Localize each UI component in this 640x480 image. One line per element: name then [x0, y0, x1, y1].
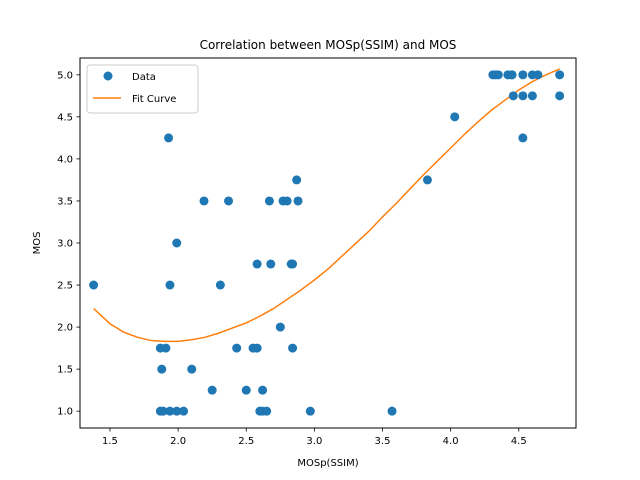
data-point [450, 112, 460, 122]
data-point [266, 259, 276, 269]
x-tick-label: 4.5 [511, 436, 527, 447]
data-point [518, 91, 528, 101]
legend-label-fit-curve: Fit Curve [132, 94, 176, 105]
data-point [164, 133, 174, 143]
data-point [555, 70, 565, 80]
fit-curve-layer [93, 68, 560, 343]
data-point [533, 70, 543, 80]
legend-marker-data [103, 71, 113, 81]
y-axis-label: MOS [32, 232, 43, 255]
data-point [172, 238, 182, 248]
data-point [232, 343, 242, 353]
fit-curve-line [93, 68, 560, 343]
data-point [288, 259, 298, 269]
data-point [207, 385, 217, 395]
y-ticks: 1.0 1.5 2.0 2.5 3.0 3.5 4.0 4.5 5.0 [57, 70, 80, 418]
legend: Data Fit Curve [86, 64, 199, 114]
data-point [224, 196, 234, 206]
y-tick-label: 1.0 [57, 407, 73, 418]
y-tick-label: 2.0 [57, 323, 73, 334]
data-point [293, 196, 303, 206]
x-axis-label: MOSp(SSIM) [297, 458, 358, 469]
data-point [288, 343, 298, 353]
data-point [387, 406, 397, 416]
data-point [508, 91, 518, 101]
data-point [187, 364, 197, 374]
data-point [292, 175, 302, 185]
data-point [264, 196, 274, 206]
data-point [305, 406, 315, 416]
data-point [172, 406, 182, 416]
chart-title: Correlation between MOSp(SSIM) and MOS [200, 38, 457, 52]
legend-box [86, 64, 199, 114]
data-point [165, 406, 175, 416]
data-point [258, 385, 268, 395]
x-tick-label: 1.5 [102, 436, 118, 447]
x-tick-label: 2.5 [238, 436, 254, 447]
y-tick-label: 4.0 [57, 154, 73, 165]
y-tick-label: 3.5 [57, 196, 73, 207]
data-point [282, 196, 292, 206]
data-point [262, 406, 272, 416]
data-point [179, 406, 189, 416]
x-tick-label: 2.0 [170, 436, 186, 447]
x-ticks: 1.5 2.0 2.5 3.0 3.5 4.0 4.5 [102, 428, 527, 447]
y-tick-label: 3.0 [57, 239, 73, 250]
data-point [241, 385, 251, 395]
y-tick-label: 2.5 [57, 281, 73, 292]
legend-label-data: Data [132, 72, 156, 83]
data-point [493, 70, 503, 80]
y-tick-label: 4.5 [57, 112, 73, 123]
data-point [158, 406, 168, 416]
x-tick-label: 3.0 [306, 436, 322, 447]
y-tick-label: 1.5 [57, 365, 73, 376]
data-point [252, 259, 262, 269]
data-point [165, 280, 175, 290]
data-point [252, 343, 262, 353]
data-point [555, 91, 565, 101]
data-point [507, 70, 517, 80]
y-tick-label: 5.0 [57, 70, 73, 81]
data-point [275, 322, 285, 332]
data-point [161, 343, 171, 353]
data-point [527, 91, 537, 101]
data-point [518, 133, 528, 143]
data-point [199, 196, 209, 206]
data-point [518, 70, 528, 80]
data-point [422, 175, 432, 185]
data-point [89, 280, 99, 290]
data-points-layer [89, 70, 565, 416]
x-tick-label: 4.0 [443, 436, 459, 447]
x-tick-label: 3.5 [375, 436, 391, 447]
data-point [157, 364, 167, 374]
data-point [215, 280, 225, 290]
